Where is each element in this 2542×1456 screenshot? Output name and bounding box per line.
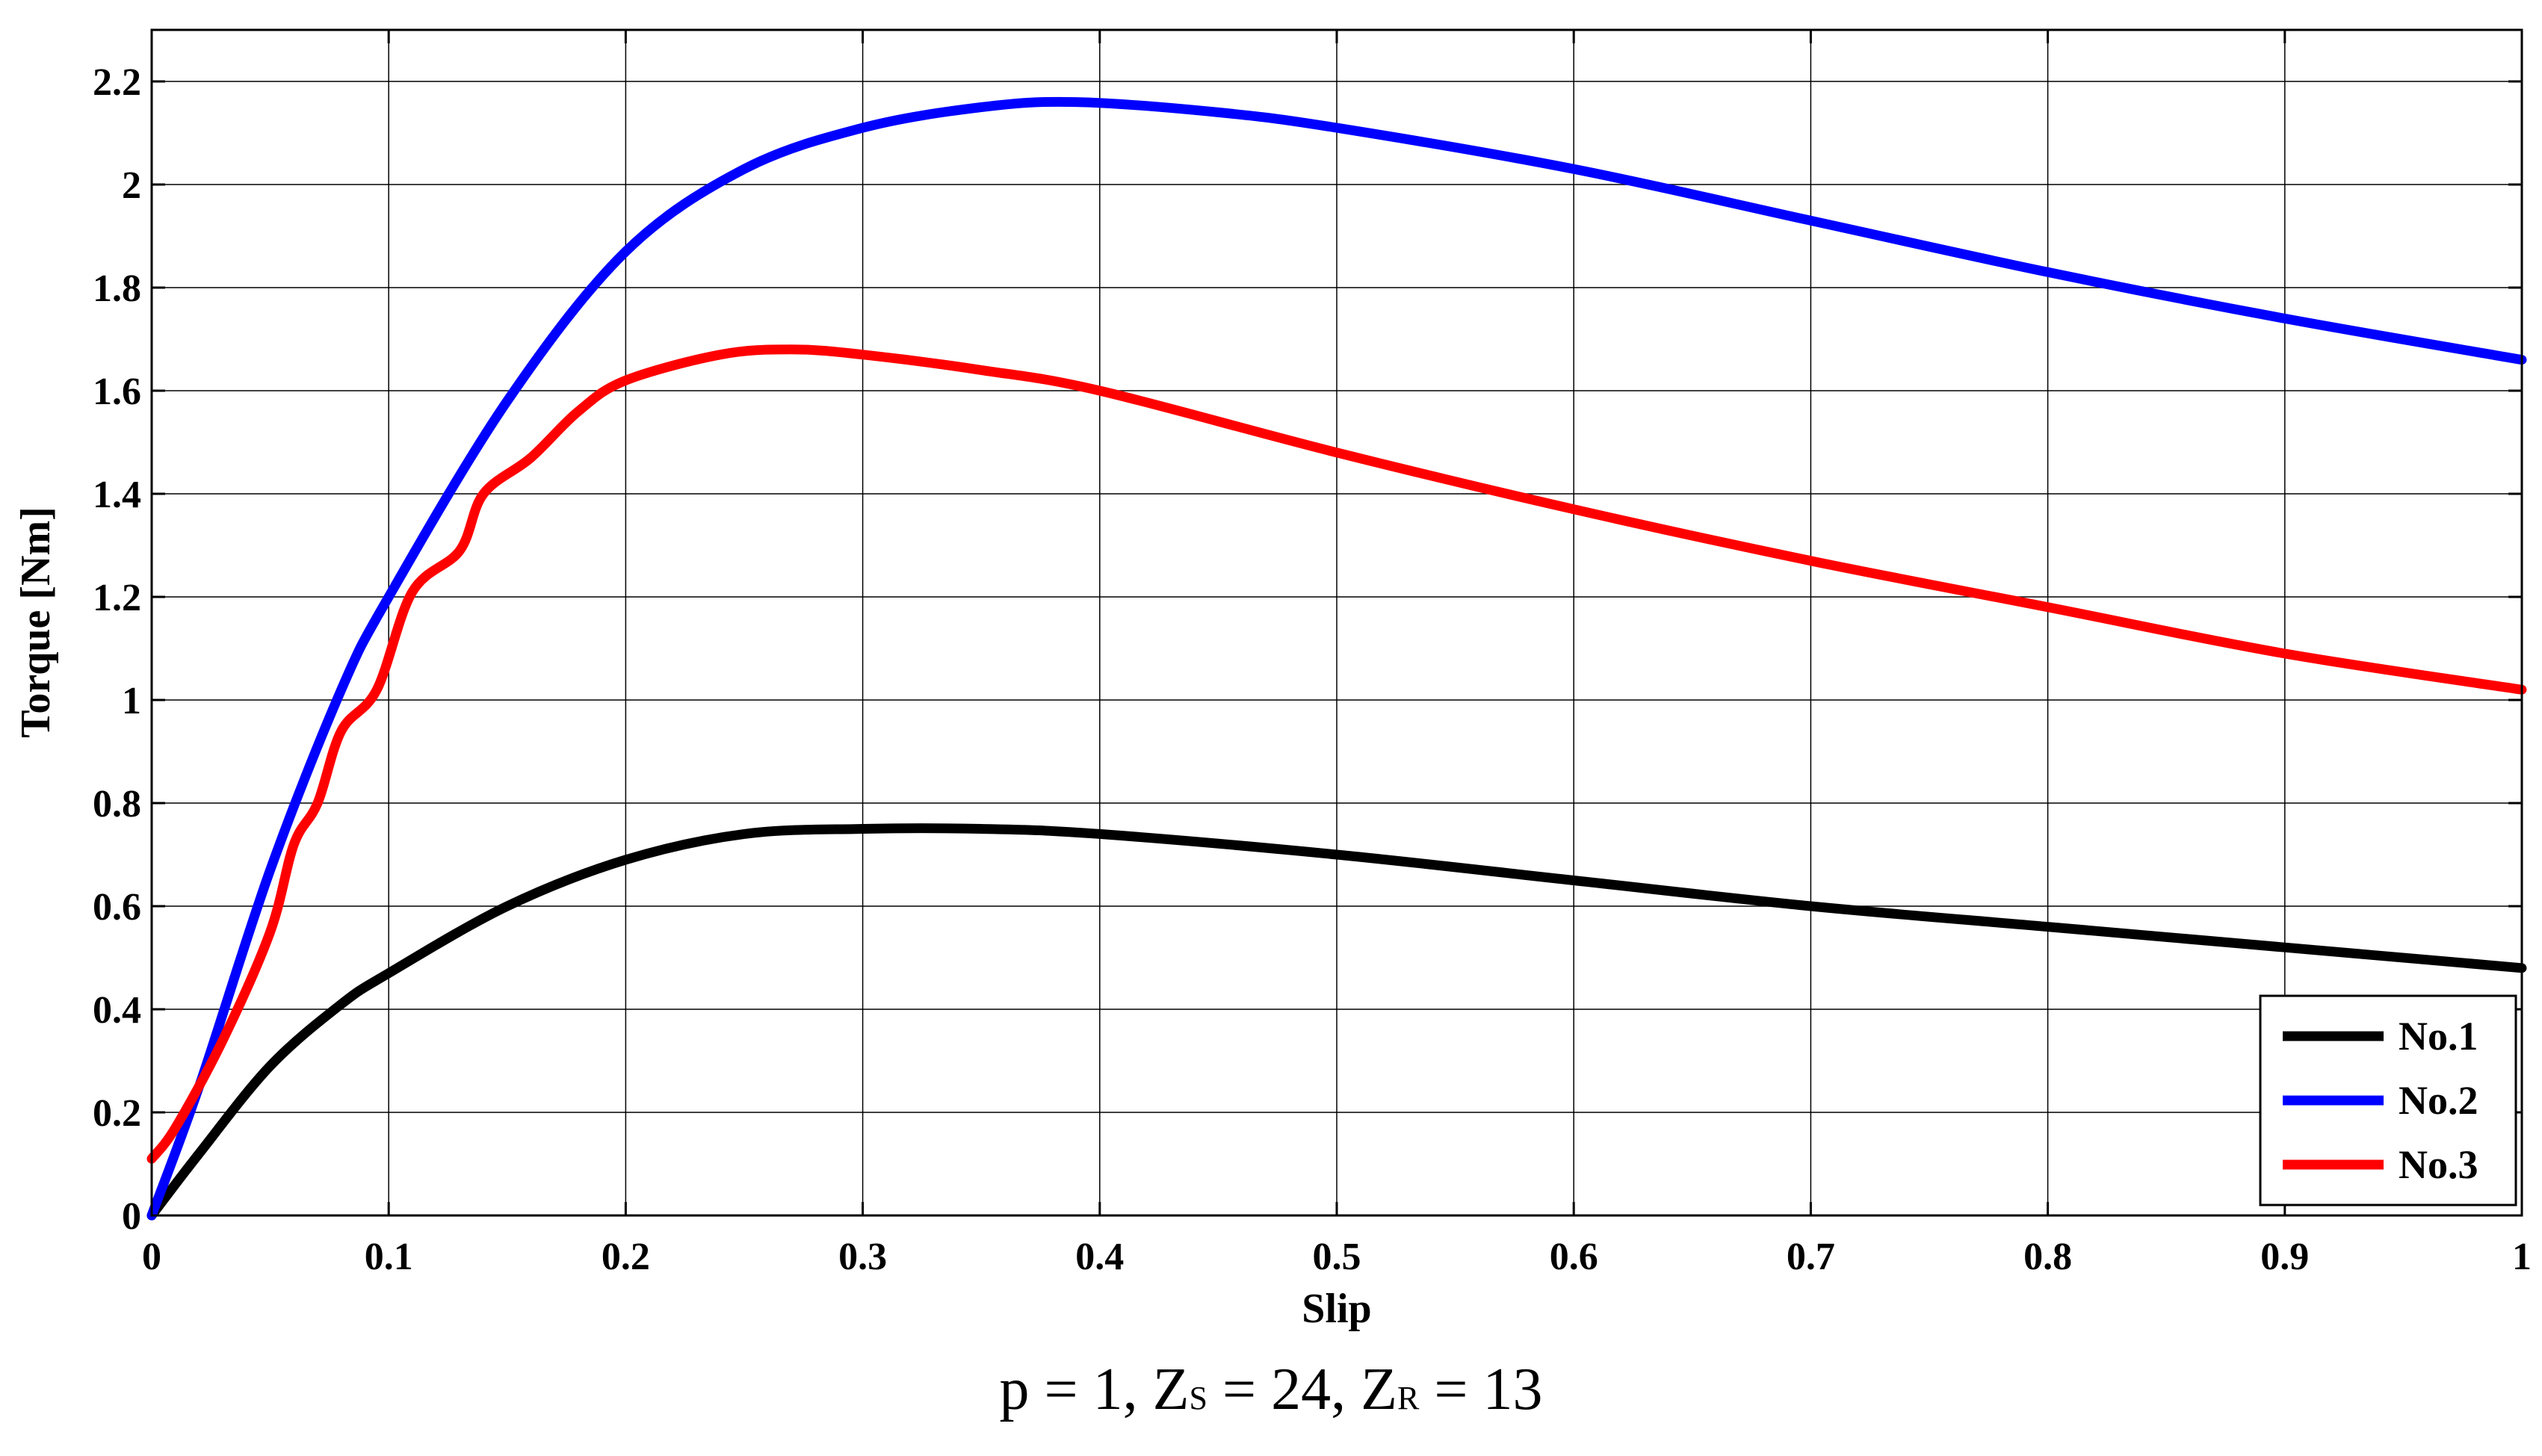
y-tick-label: 0.2 — [93, 1092, 141, 1135]
legend-label-3: No.3 — [2399, 1142, 2478, 1187]
y-axis-label: Torque [Nm] — [13, 506, 59, 738]
legend: No.1 No.2 No.3 — [2259, 994, 2517, 1206]
legend-label-1: No.1 — [2399, 1014, 2478, 1059]
caption-zs-value: = 24, Z — [1207, 1357, 1397, 1422]
x-tick-label: 0.7 — [1787, 1236, 1835, 1278]
caption-zr-subscript: R — [1397, 1380, 1420, 1416]
y-tick-label: 1.6 — [93, 371, 141, 413]
y-tick-label: 1.2 — [93, 577, 141, 619]
plot-frame — [150, 28, 2523, 1217]
y-tick-label: 2.2 — [93, 61, 141, 104]
y-tick-label: 1.4 — [93, 474, 141, 516]
series-line-1 — [146, 823, 2527, 1221]
x-tick-label: 0.9 — [2260, 1236, 2309, 1278]
x-tick-label: 0.4 — [1075, 1236, 1124, 1278]
y-tick-label: 0.8 — [93, 783, 141, 825]
x-tick-label: 0.6 — [1550, 1236, 1598, 1278]
y-tick-labels: 0 0.2 0.4 0.6 0.8 1 1.2 1.4 1.6 1.8 2 2.2 — [93, 61, 141, 1238]
x-tick-label: 0 — [142, 1236, 161, 1278]
x-axis-label: Slip — [1302, 1286, 1371, 1332]
x-tick-label: 0.1 — [365, 1236, 413, 1278]
y-tick-label: 0 — [122, 1195, 141, 1238]
y-tick-label: 0.6 — [93, 886, 141, 929]
x-tick-label: 1 — [2512, 1236, 2532, 1278]
x-tick-label: 0.5 — [1313, 1236, 1361, 1278]
caption-p-label: p = 1, Z — [999, 1357, 1190, 1422]
legend-label-2: No.2 — [2399, 1078, 2478, 1123]
y-tick-label: 2 — [122, 164, 141, 207]
x-tick-labels: 0 0.1 0.2 0.3 0.4 0.5 0.6 0.7 0.8 0.9 1 — [142, 1236, 2532, 1278]
series-lines — [146, 96, 2527, 1221]
series-line-3 — [146, 344, 2527, 1164]
y-tick-label: 0.4 — [93, 989, 141, 1032]
series-line-2 — [146, 96, 2527, 1221]
y-tick-label: 1 — [122, 680, 141, 722]
figure-caption: p = 1, ZS = 24, ZR = 13 — [0, 1356, 2542, 1424]
caption-zs-subscript: S — [1189, 1380, 1207, 1416]
x-tick-label: 0.2 — [602, 1236, 650, 1278]
y-tick-label: 1.8 — [93, 267, 141, 310]
x-tick-label: 0.8 — [2023, 1236, 2072, 1278]
x-tick-label: 0.3 — [838, 1236, 887, 1278]
caption-zr-value: = 13 — [1419, 1357, 1543, 1422]
